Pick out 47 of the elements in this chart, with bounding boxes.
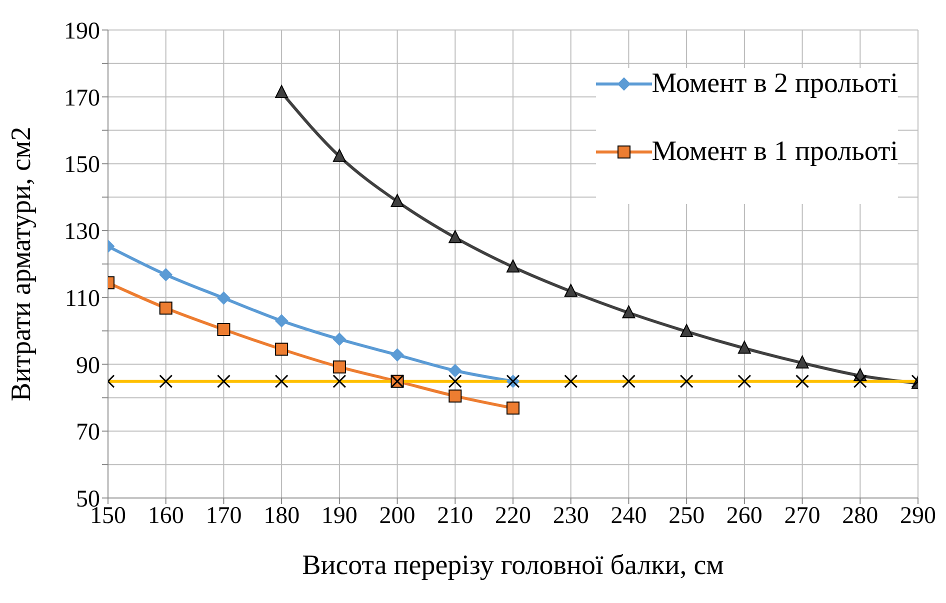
legend-label: Момент в 1 прольоті bbox=[652, 136, 898, 168]
x-tick-label: 170 bbox=[206, 503, 242, 530]
y-tick-label: 70 bbox=[76, 420, 100, 446]
point bbox=[275, 314, 288, 328]
x-tick-label: 240 bbox=[610, 503, 647, 530]
point bbox=[448, 230, 462, 244]
y-tick-label: 110 bbox=[64, 286, 100, 312]
x-tick-label: 280 bbox=[842, 503, 878, 530]
point bbox=[564, 284, 578, 297]
y-tick-label: 170 bbox=[64, 85, 100, 112]
x-axis-title: Висота перерізу головної балки, см bbox=[302, 550, 724, 581]
y-tick-label: 190 bbox=[64, 18, 100, 45]
y-tick-label: 130 bbox=[64, 219, 100, 246]
y-axis-title: Витрати арматури, см2 bbox=[6, 126, 37, 402]
point bbox=[332, 148, 346, 162]
x-tick-label: 260 bbox=[726, 503, 762, 530]
point bbox=[738, 340, 751, 354]
point bbox=[217, 292, 230, 305]
x-tick-label: 180 bbox=[264, 503, 300, 530]
x-tick-label: 250 bbox=[668, 503, 705, 530]
point bbox=[390, 348, 404, 362]
x-tick-label: 270 bbox=[784, 503, 820, 530]
point bbox=[275, 85, 288, 98]
point bbox=[448, 390, 462, 403]
point bbox=[796, 355, 809, 368]
x-tick-label: 210 bbox=[437, 503, 474, 530]
point bbox=[506, 402, 520, 415]
point bbox=[159, 302, 172, 315]
x-tick-label: 200 bbox=[379, 503, 416, 530]
x-tick-label: 220 bbox=[495, 503, 531, 530]
point bbox=[622, 305, 636, 318]
x-tick-label: 160 bbox=[148, 503, 184, 530]
point bbox=[332, 360, 346, 374]
point bbox=[275, 342, 288, 356]
y-tick-label: 150 bbox=[64, 152, 100, 178]
point bbox=[390, 194, 404, 207]
y-tick-label: 90 bbox=[76, 352, 100, 379]
point bbox=[159, 268, 172, 282]
x-tick-label: 190 bbox=[321, 503, 358, 530]
point bbox=[332, 332, 346, 346]
point bbox=[680, 324, 694, 338]
x-tick-label: 230 bbox=[552, 503, 589, 530]
point bbox=[506, 260, 520, 273]
x-tick-label: 290 bbox=[900, 503, 936, 530]
legend-label: Момент в 2 прольоті bbox=[652, 68, 898, 100]
point bbox=[448, 364, 462, 378]
point bbox=[217, 323, 230, 336]
